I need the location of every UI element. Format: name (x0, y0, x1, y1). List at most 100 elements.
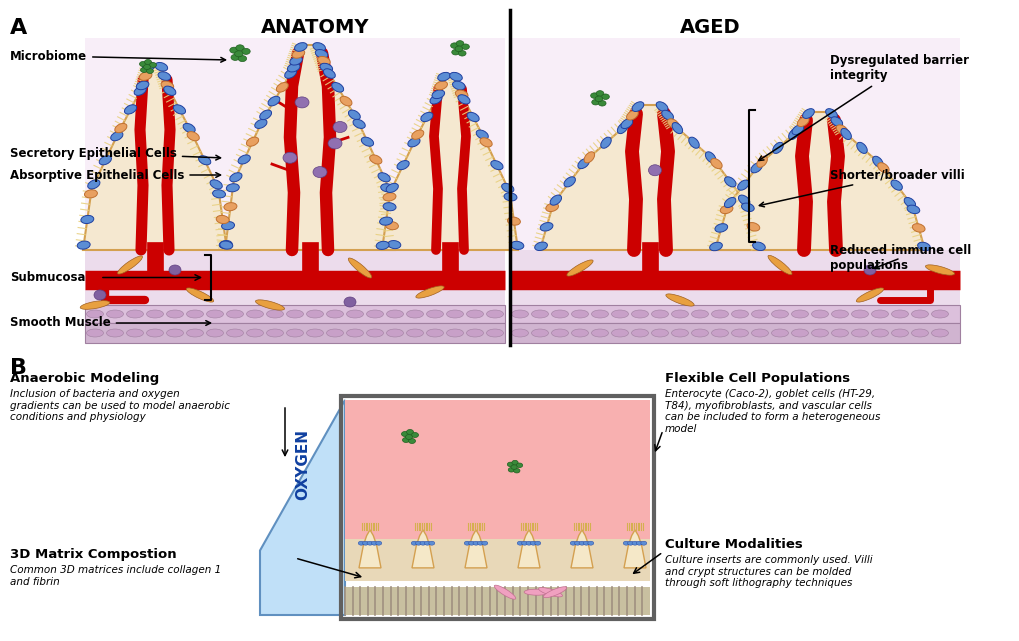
Ellipse shape (411, 541, 417, 545)
Ellipse shape (238, 56, 247, 62)
Ellipse shape (169, 265, 180, 275)
Ellipse shape (623, 541, 629, 545)
Ellipse shape (738, 195, 749, 205)
Ellipse shape (229, 172, 242, 182)
Ellipse shape (137, 81, 149, 90)
Ellipse shape (824, 109, 837, 119)
Ellipse shape (601, 94, 608, 99)
Ellipse shape (705, 152, 715, 163)
Ellipse shape (237, 155, 250, 164)
Ellipse shape (511, 310, 528, 318)
Ellipse shape (591, 310, 608, 318)
Bar (510, 305, 959, 323)
Ellipse shape (426, 329, 443, 337)
Text: ANATOMY: ANATOMY (261, 18, 369, 37)
Ellipse shape (458, 51, 466, 56)
Ellipse shape (666, 119, 679, 129)
Ellipse shape (383, 203, 395, 211)
Ellipse shape (595, 90, 603, 96)
Ellipse shape (627, 541, 633, 545)
Ellipse shape (353, 119, 365, 128)
Ellipse shape (306, 310, 323, 318)
Ellipse shape (903, 197, 915, 208)
Ellipse shape (452, 81, 465, 90)
Ellipse shape (626, 110, 638, 120)
Ellipse shape (155, 62, 167, 71)
Ellipse shape (710, 158, 721, 169)
Ellipse shape (358, 541, 364, 545)
Ellipse shape (672, 122, 682, 133)
Ellipse shape (87, 310, 103, 318)
Ellipse shape (276, 83, 288, 92)
Ellipse shape (709, 242, 721, 251)
Ellipse shape (266, 329, 283, 337)
Ellipse shape (530, 541, 536, 545)
Ellipse shape (362, 541, 368, 545)
Ellipse shape (521, 541, 527, 545)
Ellipse shape (671, 329, 688, 337)
Ellipse shape (145, 60, 152, 65)
Ellipse shape (323, 69, 335, 78)
Ellipse shape (331, 83, 343, 92)
Bar (344, 587, 649, 615)
Ellipse shape (856, 142, 866, 153)
Ellipse shape (830, 329, 848, 337)
Ellipse shape (320, 63, 332, 72)
Ellipse shape (284, 69, 297, 78)
Ellipse shape (229, 47, 238, 53)
Ellipse shape (531, 329, 548, 337)
Polygon shape (571, 530, 592, 568)
Ellipse shape (226, 310, 244, 318)
Ellipse shape (741, 203, 753, 212)
Ellipse shape (143, 62, 155, 71)
Ellipse shape (714, 224, 727, 232)
Ellipse shape (286, 310, 304, 318)
Ellipse shape (870, 310, 888, 318)
Ellipse shape (506, 462, 514, 467)
Polygon shape (714, 112, 924, 250)
Ellipse shape (723, 197, 735, 208)
Ellipse shape (911, 224, 924, 232)
Ellipse shape (361, 137, 373, 146)
Ellipse shape (464, 541, 470, 545)
Ellipse shape (481, 541, 487, 545)
Ellipse shape (591, 329, 608, 337)
Ellipse shape (631, 310, 648, 318)
Text: Secretory Epithelial Cells: Secretory Epithelial Cells (10, 147, 220, 160)
Ellipse shape (490, 160, 502, 170)
Ellipse shape (326, 310, 343, 318)
Ellipse shape (466, 329, 483, 337)
Ellipse shape (367, 541, 373, 545)
Ellipse shape (574, 541, 580, 545)
Ellipse shape (611, 329, 628, 337)
Ellipse shape (830, 310, 848, 318)
Polygon shape (382, 75, 518, 250)
Ellipse shape (386, 329, 404, 337)
Bar (510, 323, 959, 343)
Ellipse shape (87, 329, 103, 337)
Ellipse shape (220, 241, 232, 249)
Text: Inclusion of bacteria and oxygen
gradients can be used to model anaerobic
condit: Inclusion of bacteria and oxygen gradien… (10, 389, 229, 422)
Text: Culture Modalities: Culture Modalities (664, 538, 802, 551)
Text: Flexible Cell Populations: Flexible Cell Populations (664, 372, 849, 385)
Ellipse shape (578, 158, 589, 169)
Ellipse shape (731, 310, 748, 318)
Ellipse shape (594, 96, 602, 102)
Ellipse shape (917, 242, 929, 251)
Ellipse shape (247, 310, 263, 318)
Ellipse shape (770, 310, 788, 318)
Ellipse shape (600, 137, 610, 148)
Ellipse shape (911, 310, 927, 318)
Ellipse shape (230, 54, 239, 60)
Ellipse shape (891, 329, 908, 337)
Ellipse shape (385, 222, 398, 229)
Ellipse shape (255, 119, 267, 128)
Ellipse shape (830, 117, 842, 126)
Ellipse shape (158, 72, 170, 80)
Ellipse shape (147, 329, 163, 337)
Ellipse shape (616, 122, 628, 133)
Text: A: A (10, 18, 28, 38)
Ellipse shape (77, 241, 90, 249)
Ellipse shape (454, 46, 463, 52)
Polygon shape (518, 530, 539, 568)
